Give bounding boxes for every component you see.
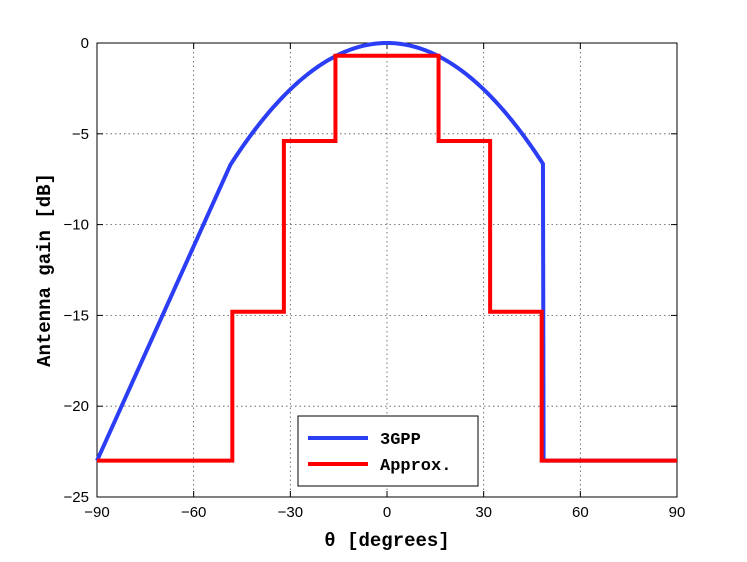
y-tick-label: −10 <box>64 217 89 234</box>
legend: 3GPP Approx. <box>297 415 479 487</box>
series-line-3gpp <box>95 40 677 463</box>
y-tick-label: −20 <box>64 398 89 415</box>
ticks: −90 −60 −30 0 30 60 90 0 −5 −10 −15 −20 −25 <box>64 35 686 521</box>
y-tick-label: −15 <box>64 307 89 324</box>
series-line-approx <box>97 53 677 463</box>
y-tick-label: −25 <box>64 489 89 506</box>
legend-label-approx: Approx. <box>380 457 451 476</box>
x-tick-label: 60 <box>572 504 589 521</box>
y-tick-label: 0 <box>81 35 89 52</box>
x-tick-label: −30 <box>278 504 303 521</box>
legend-box <box>297 415 479 487</box>
x-tick-label: 0 <box>383 504 391 521</box>
x-tick-label: −60 <box>181 504 206 521</box>
legend-label-3gpp: 3GPP <box>380 431 421 450</box>
x-tick-label: −90 <box>84 504 109 521</box>
x-tick-label: 30 <box>475 504 492 521</box>
y-axis-label: Antenna gain [dB] <box>34 173 56 367</box>
plot-area <box>95 40 677 463</box>
y-tick-label: −5 <box>72 126 89 143</box>
x-tick-label: 90 <box>669 504 686 521</box>
x-axis-label: θ [degrees] <box>324 530 449 552</box>
